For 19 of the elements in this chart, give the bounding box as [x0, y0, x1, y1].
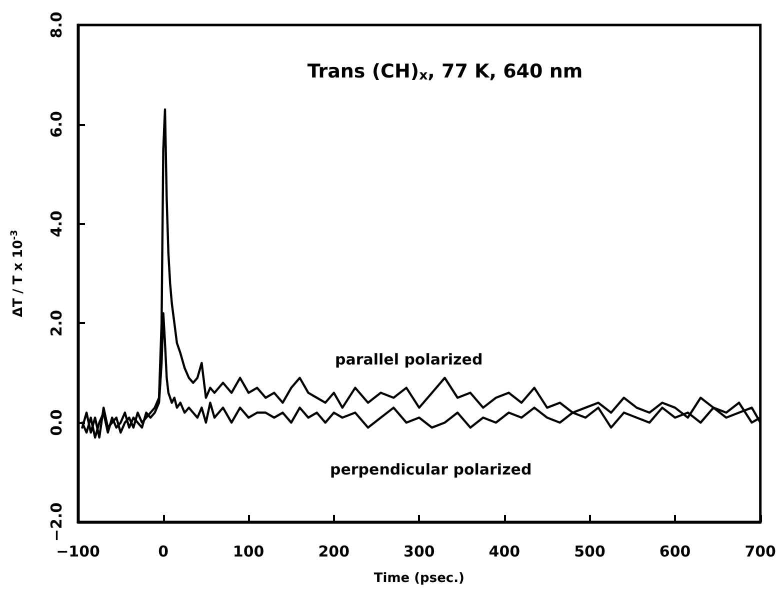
- y-tick-label: 8.0: [48, 12, 66, 38]
- x-tick-label: 700: [744, 542, 776, 560]
- series-label: parallel polarized: [335, 350, 483, 368]
- x-tick-label: 200: [318, 542, 350, 560]
- x-tick-label: 500: [574, 542, 606, 560]
- x-tick-label: −100: [56, 542, 100, 560]
- y-tick-label: −2.0: [48, 502, 66, 542]
- y-tick-label: 2.0: [48, 310, 66, 336]
- y-tick-label: 6.0: [48, 111, 66, 138]
- text: perpendicular polarized: [330, 460, 532, 478]
- x-tick-label: 100: [232, 542, 264, 560]
- x-tick-label: 300: [404, 542, 435, 560]
- y-tick-label: 4.0: [48, 210, 66, 238]
- y-axis-title: ΔT / T x 10-3: [10, 230, 26, 318]
- x-axis-title: Time (psec.): [374, 571, 464, 586]
- x-tick-label: 600: [659, 542, 691, 560]
- x-tick-label: 0: [158, 542, 169, 560]
- x-tick-label: 400: [488, 542, 520, 560]
- y-tick-label: 0.0: [48, 409, 66, 436]
